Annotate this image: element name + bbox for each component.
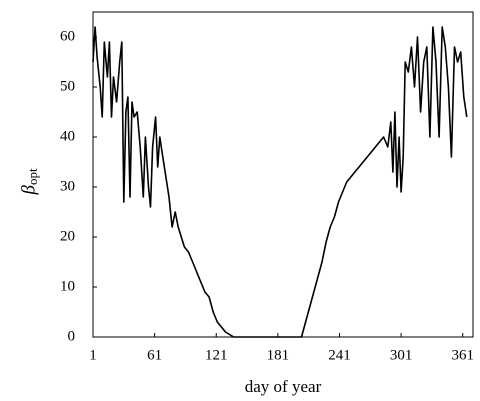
x-axis-label: day of year <box>245 377 322 396</box>
y-axis-label-subscript: opt <box>25 168 40 185</box>
y-tick-label: 40 <box>60 128 75 144</box>
data-line <box>92 26 468 338</box>
y-tick-label: 60 <box>60 28 75 44</box>
x-tick-label: 121 <box>205 347 228 363</box>
x-tick-label: 61 <box>147 347 162 363</box>
y-axis-label: β opt <box>18 168 40 195</box>
x-tick-label: 301 <box>390 347 413 363</box>
y-axis-label-main: β <box>18 184 39 195</box>
x-tick-label: 181 <box>267 347 290 363</box>
x-tick-label: 361 <box>451 347 474 363</box>
y-tick-label: 50 <box>60 78 75 94</box>
y-tick-label: 10 <box>60 278 75 294</box>
x-tick-label: 1 <box>89 347 97 363</box>
y-tick-label: 0 <box>68 328 76 344</box>
x-tick-label: 241 <box>328 347 351 363</box>
y-tick-label: 20 <box>60 228 75 244</box>
y-tick-label: 30 <box>60 178 75 194</box>
